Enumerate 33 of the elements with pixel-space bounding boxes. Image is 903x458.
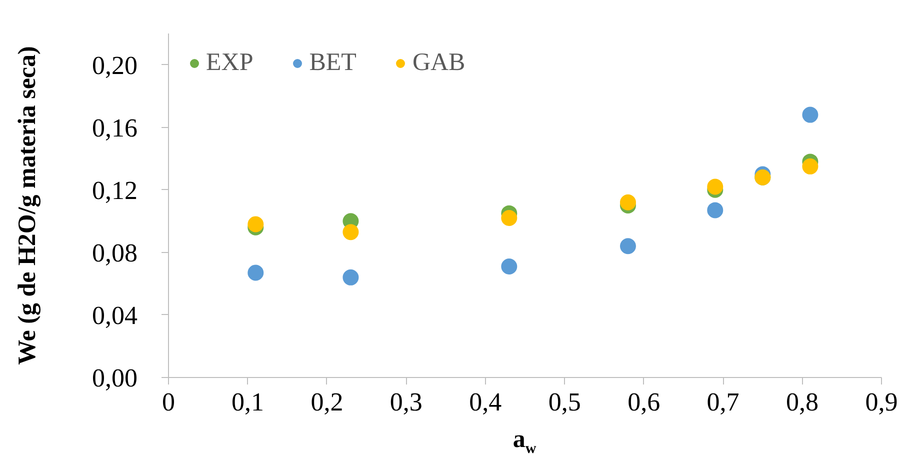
y-axis-title: We (g de H2O/g materia seca) (14, 46, 41, 365)
legend-label: GAB (412, 49, 466, 77)
y-tick-label: 0,20 (92, 50, 138, 80)
x-tick-label: 0,4 (469, 388, 502, 416)
x-tick-label: 0 (162, 388, 175, 416)
legend-label: BET (309, 49, 356, 77)
point (501, 210, 518, 226)
x-axis-title: a$_{w}$ (512, 426, 536, 458)
point (802, 158, 818, 174)
point (707, 178, 724, 195)
x-tick-label: 0,7 (706, 388, 740, 416)
x-tick-label: 0,8 (786, 388, 819, 416)
y-tick-label: 0,04 (92, 300, 138, 330)
point (501, 258, 518, 274)
legend-label: EXP (206, 49, 254, 77)
point (620, 238, 636, 254)
point (620, 194, 636, 210)
x-tick-label: 0,5 (548, 388, 581, 416)
point (342, 269, 359, 286)
point (248, 264, 264, 281)
y-tick-label: 0,00 (92, 364, 138, 392)
point (707, 202, 724, 218)
y-tick-label: 0,08 (92, 238, 138, 268)
y-tick-label: 0,16 (92, 113, 138, 142)
point (802, 106, 818, 123)
x-tick-label: 0,6 (628, 388, 660, 416)
y-tick-label: 0,12 (92, 176, 138, 205)
x-tick-label: 0,9 (865, 388, 898, 416)
x-tick-label: 0,1 (231, 388, 264, 416)
x-tick-label: 0,2 (310, 388, 344, 416)
x-tick-label: 0,3 (390, 388, 422, 416)
point (342, 224, 359, 240)
point (248, 216, 264, 232)
